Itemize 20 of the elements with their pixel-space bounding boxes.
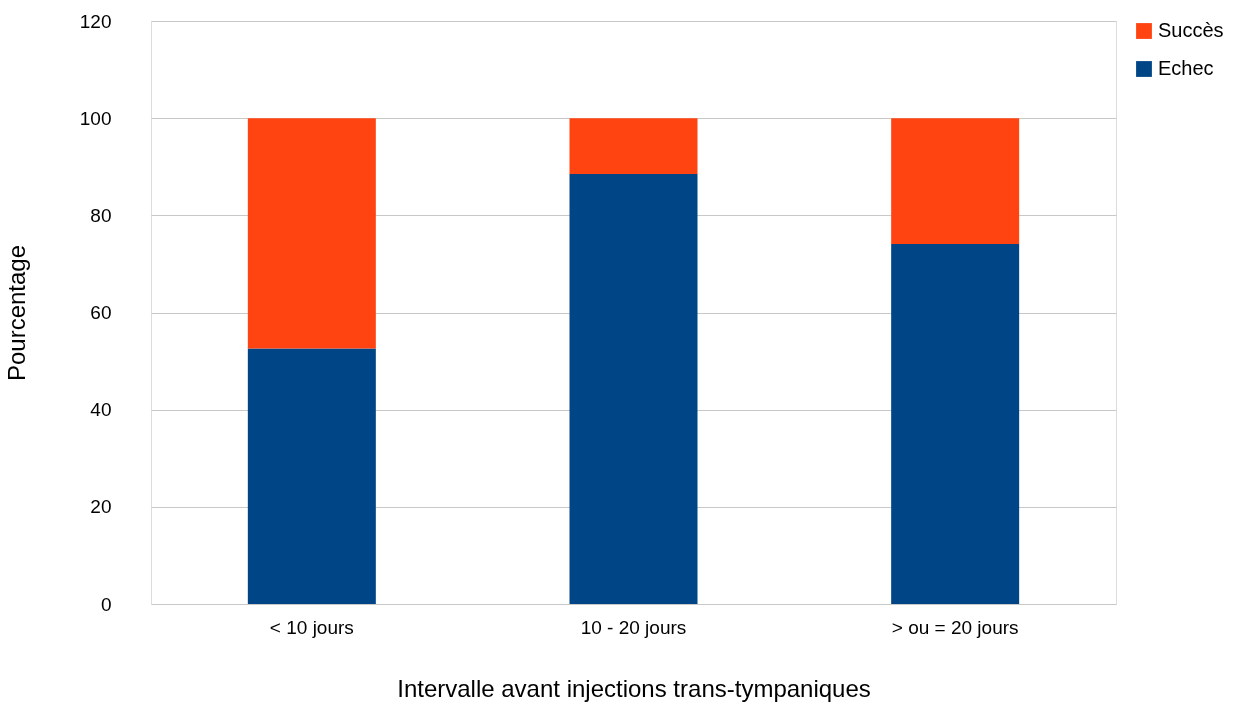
x-axis-title: Intervalle avant injections trans-tympaniques [397, 674, 871, 702]
x-tick-label: < 10 jours [269, 616, 354, 638]
y-tick-label: 20 [90, 496, 112, 518]
x-tick-label: > ou = 20 jours [891, 616, 1019, 638]
bar [891, 118, 1020, 244]
y-tick-label: 120 [79, 10, 112, 32]
bar [891, 244, 1020, 604]
y-tick-label: 100 [79, 107, 112, 129]
bar [569, 174, 698, 604]
y-tick-label: 40 [90, 399, 112, 421]
bar [247, 348, 376, 604]
y-axis-title: Pourcentage [2, 244, 30, 382]
legend-label: Succès [1158, 19, 1224, 41]
x-tick-label: 10 - 20 jours [580, 616, 687, 638]
y-tick-label: 0 [100, 593, 112, 615]
bar [247, 118, 376, 349]
legend-label: Echec [1158, 57, 1214, 79]
bar [569, 118, 698, 175]
y-tick-label: 80 [90, 204, 112, 226]
y-tick-label: 60 [90, 302, 112, 323]
